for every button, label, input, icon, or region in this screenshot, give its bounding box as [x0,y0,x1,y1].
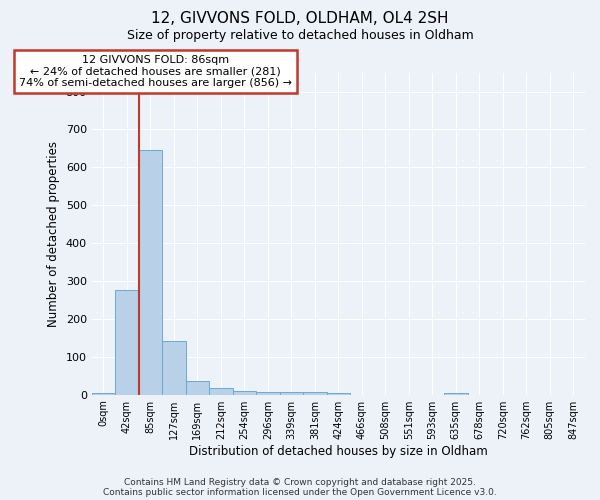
Bar [256,392,280,394]
Text: Contains HM Land Registry data © Crown copyright and database right 2025.: Contains HM Land Registry data © Crown c… [124,478,476,487]
Bar [303,392,326,394]
Bar [92,393,115,394]
Bar [185,380,209,394]
Text: Contains public sector information licensed under the Open Government Licence v3: Contains public sector information licen… [103,488,497,497]
Bar [209,388,233,394]
Bar [326,393,350,394]
Bar [139,150,162,394]
Bar [280,392,303,394]
Text: 12 GIVVONS FOLD: 86sqm
← 24% of detached houses are smaller (281)
74% of semi-de: 12 GIVVONS FOLD: 86sqm ← 24% of detached… [19,54,292,88]
Bar [162,340,185,394]
Text: 12, GIVVONS FOLD, OLDHAM, OL4 2SH: 12, GIVVONS FOLD, OLDHAM, OL4 2SH [151,11,449,26]
Y-axis label: Number of detached properties: Number of detached properties [47,140,60,326]
Text: Size of property relative to detached houses in Oldham: Size of property relative to detached ho… [127,29,473,42]
Bar [444,393,467,394]
Bar [233,391,256,394]
Bar [115,290,139,395]
X-axis label: Distribution of detached houses by size in Oldham: Distribution of detached houses by size … [189,444,488,458]
